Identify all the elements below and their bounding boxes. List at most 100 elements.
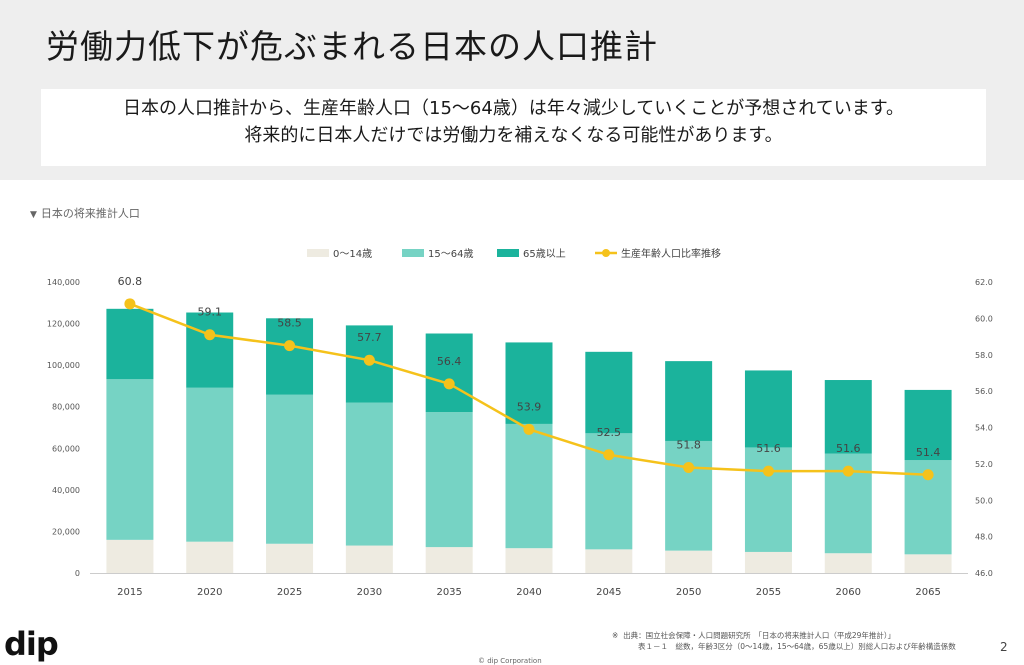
- ratio-point: [124, 298, 136, 310]
- bar-segment-age-15-64: [744, 447, 792, 552]
- chart-caption-text: 日本の将来推計人口: [40, 207, 140, 220]
- ratio-data-label: 51.6: [756, 442, 781, 455]
- legend-line-marker: [602, 249, 610, 257]
- bar-segment-age-0-14: [904, 554, 952, 573]
- ratio-point: [603, 449, 615, 461]
- y-left-tick-label: 140,000: [47, 278, 80, 287]
- x-tick-label: 2060: [836, 587, 861, 598]
- y-right-tick-label: 56.0: [975, 387, 993, 396]
- legend-label: 生産年齢人口比率推移: [621, 247, 721, 260]
- bar-segment-age-0-14: [425, 547, 473, 573]
- source-line-1: 出典：国立社会保障・人口問題研究所 「日本の将来推計人口（平成29年推計）」: [623, 631, 896, 640]
- x-tick-label: 2065: [915, 587, 940, 598]
- ratio-data-label: 60.8: [118, 275, 143, 288]
- y-left-tick-label: 100,000: [47, 361, 80, 370]
- bar-segment-age-15-64: [425, 412, 473, 548]
- x-tick-label: 2050: [676, 587, 701, 598]
- x-tick-label: 2020: [197, 587, 222, 598]
- ratio-data-label: 56.4: [437, 355, 462, 368]
- x-tick-label: 2055: [756, 587, 781, 598]
- page-title: 労働力低下が危ぶまれる日本の人口推計: [46, 27, 658, 66]
- description-line-2: 将来的に日本人だけでは労働力を補えなくなる可能性があります。: [244, 125, 783, 146]
- bar-segment-age-0-14: [106, 539, 154, 573]
- ratio-data-label: 51.6: [836, 442, 861, 455]
- bar-segment-age-65-plus: [744, 370, 792, 448]
- y-left-tick-label: 20,000: [52, 527, 80, 536]
- y-right-tick-label: 54.0: [975, 424, 993, 433]
- legend-label: 15〜64歳: [428, 248, 473, 260]
- x-tick-label: 2030: [357, 587, 382, 598]
- bar-segment-age-15-64: [106, 379, 154, 540]
- copyright: © dip Corporation: [478, 657, 542, 665]
- ratio-point: [363, 354, 375, 366]
- bar-segment-age-15-64: [345, 402, 393, 546]
- x-tick-label: 2045: [596, 587, 621, 598]
- ratio-point: [922, 469, 934, 481]
- x-tick-label: 2015: [117, 587, 142, 598]
- bar-segment-age-65-plus: [585, 351, 633, 434]
- legend-swatch: [402, 249, 424, 257]
- y-right-tick-label: 52.0: [975, 460, 993, 469]
- bar-segment-age-0-14: [824, 553, 872, 573]
- ratio-point: [443, 378, 455, 390]
- bar-segment-age-0-14: [186, 541, 234, 573]
- bar-segment-age-0-14: [744, 551, 792, 573]
- ratio-point: [683, 462, 695, 474]
- description-line-1: 日本の人口推計から、生産年齢人口（15〜64歳）は年々減少していくことが予想され…: [123, 98, 904, 119]
- y-right-tick-label: 50.0: [975, 496, 993, 505]
- y-left-tick-label: 80,000: [52, 403, 80, 412]
- bar-segment-age-15-64: [186, 387, 234, 542]
- y-left-tick-label: 0: [75, 569, 80, 578]
- description-box: 日本の人口推計から、生産年齢人口（15〜64歳）は年々減少していくことが予想され…: [41, 89, 986, 166]
- y-left-tick-label: 40,000: [52, 486, 80, 495]
- ratio-point: [204, 329, 216, 341]
- legend-swatch: [497, 249, 519, 257]
- page-number: 2: [1000, 640, 1008, 654]
- y-right-tick-label: 62.0: [975, 278, 993, 287]
- bar-segment-age-0-14: [505, 548, 553, 573]
- source-note: ※ 出典：国立社会保障・人口問題研究所 「日本の将来推計人口（平成29年推計）」…: [612, 630, 956, 652]
- bar-segment-age-65-plus: [425, 333, 473, 413]
- ratio-point: [762, 465, 774, 477]
- y-left-tick-label: 120,000: [47, 320, 80, 329]
- legend-label: 0〜14歳: [333, 248, 372, 260]
- bar-segment-age-65-plus: [266, 318, 314, 395]
- bar-segment-age-0-14: [345, 545, 393, 573]
- bar-segment-age-65-plus: [106, 308, 154, 380]
- legend-swatch: [307, 249, 329, 257]
- y-right-tick-label: 60.0: [975, 314, 993, 323]
- source-mark: ※: [612, 631, 619, 640]
- x-tick-label: 2035: [436, 587, 461, 598]
- ratio-data-label: 59.1: [197, 306, 222, 319]
- ratio-point: [523, 423, 535, 435]
- triangle-down-icon: ▼: [30, 210, 37, 220]
- bar-segment-age-15-64: [266, 394, 314, 544]
- y-right-tick-label: 58.0: [975, 351, 993, 360]
- y-right-tick-label: 46.0: [975, 569, 993, 578]
- ratio-data-label: 57.7: [357, 331, 382, 344]
- ratio-data-label: 58.5: [277, 317, 302, 330]
- bar-segment-age-65-plus: [505, 342, 553, 424]
- bar-segment-age-65-plus: [824, 380, 872, 454]
- ratio-data-label: 53.9: [517, 400, 542, 413]
- bar-segment-age-15-64: [665, 440, 713, 551]
- bar-segment-age-0-14: [585, 549, 633, 573]
- x-tick-label: 2040: [516, 587, 541, 598]
- ratio-data-label: 51.8: [676, 439, 701, 452]
- bar-segment-age-65-plus: [904, 389, 952, 461]
- source-line-2: 表１－１ 総数，年齢3区分（0〜14歳，15〜64歳，65歳以上）別総人口および…: [638, 642, 956, 651]
- ratio-data-label: 52.5: [597, 426, 622, 439]
- ratio-point: [284, 340, 296, 352]
- y-right-tick-label: 48.0: [975, 533, 993, 542]
- bar-segment-age-15-64: [505, 423, 553, 549]
- x-tick-label: 2025: [277, 587, 302, 598]
- bar-segment-age-0-14: [266, 543, 314, 573]
- ratio-point: [842, 465, 854, 477]
- bar-segment-age-0-14: [665, 550, 713, 573]
- y-left-tick-label: 60,000: [52, 444, 80, 453]
- dip-logo: dip: [4, 625, 59, 663]
- legend-label: 65歳以上: [523, 248, 566, 260]
- bar-segment-age-65-plus: [665, 361, 713, 441]
- bar-segment-age-65-plus: [186, 312, 234, 388]
